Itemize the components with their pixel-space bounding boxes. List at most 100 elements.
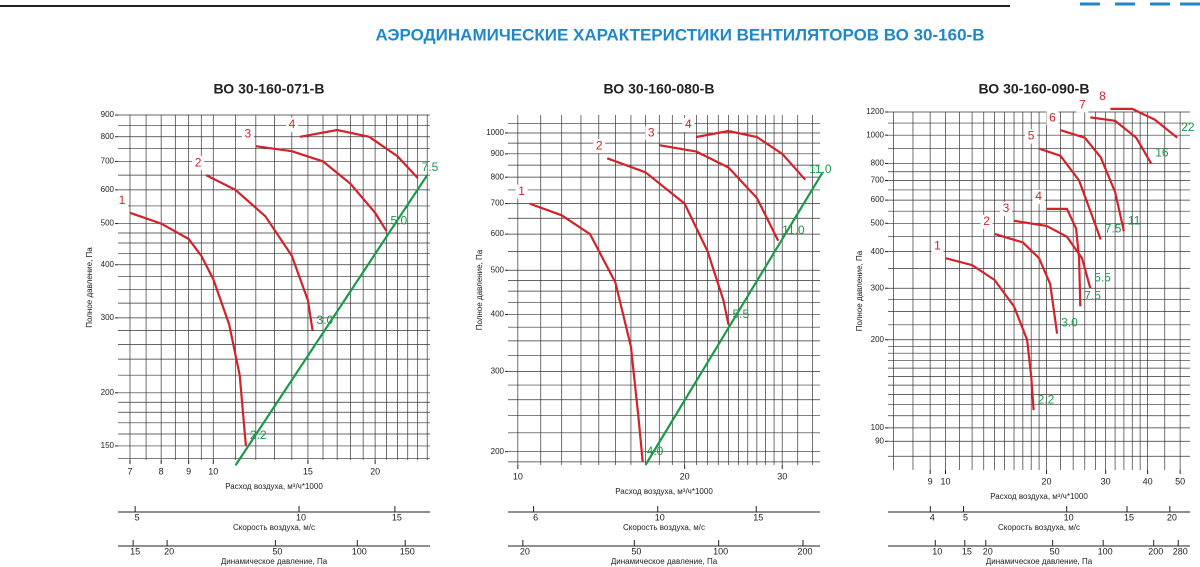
y-tick-label: 100 [871,423,885,432]
curve-label: 5 [1028,129,1035,143]
curve [606,157,730,325]
curve-label-box [1000,201,1013,216]
chart-title: ВО 30-160-071-В [214,81,325,97]
page-title: АЭРОДИНАМИЧЕСКИЕ ХАРАКТЕРИСТИКИ ВЕНТИЛЯТ… [376,25,985,44]
x-tick-label: 9 [928,476,933,486]
y-tick-label: 800 [491,172,505,181]
sub-axis-tick-label: 5 [963,512,968,522]
curve-label: 2 [596,138,603,152]
sub-axis-label: Скорость воздуха, м/с [998,523,1080,532]
curve-label-box [115,193,128,208]
sub-axis-tick-label: 15 [130,546,140,556]
curve-label-box [1046,111,1059,126]
y-tick-label: 400 [871,247,885,256]
curve-label-box [1096,89,1109,104]
sub-axis-label: Скорость воздуха, м/с [233,523,315,532]
power-label: 22 [1181,120,1195,134]
sub-axis-tick-label: 5 [135,512,140,522]
curve [205,174,314,331]
curve-label-box [682,117,695,132]
curve [644,171,824,466]
x-tick-label: 20 [370,466,380,476]
y-tick-label: 500 [871,218,885,227]
curve [255,145,388,232]
y-tick-label: 150 [101,441,115,450]
sub-axis-tick-label: 10 [296,512,306,522]
curve-label: 4 [685,117,692,131]
sub-axis-label: Динамическое давление, Па [611,557,718,566]
y-tick-label: 200 [491,447,505,456]
y-tick-label: 800 [101,132,115,141]
sub-axis-tick-label: 15 [1124,512,1134,522]
sub-axis-tick-label: 200 [1148,546,1163,556]
x-tick-label: 10 [513,471,523,481]
y-tick-label: 300 [101,313,115,322]
y-tick-label: 600 [101,185,115,194]
y-tick-label: 90 [875,436,884,445]
y-tick-label: 700 [101,157,115,166]
chart-title: ВО 30-160-090-В [979,81,1090,97]
curve-label: 1 [518,184,525,198]
curve [1110,107,1178,139]
curve-label: 2 [195,155,202,169]
curve-label: 4 [1035,189,1042,203]
curve-label: 4 [289,117,296,131]
curve-label-box [241,127,254,142]
sub-axis-tick-label: 150 [400,546,415,556]
power-label: 7.5 [1105,222,1122,236]
curve-label-box [515,184,528,199]
curve [1013,219,1092,289]
curve-label: 2 [983,214,990,228]
y-tick-label: 500 [101,219,115,228]
sub-axis-tick-label: 4 [930,512,935,522]
x-tick-label: 7 [127,466,132,476]
chart-title: ВО 30-160-080-В [604,81,715,97]
power-label: 7.5 [1084,289,1101,303]
x-tick-label: 8 [159,466,164,476]
sub-axis-tick-label: 15 [392,512,402,522]
y-tick-label: 800 [871,159,885,168]
curve [1046,207,1082,307]
curve-label: 1 [934,238,941,252]
x-tick-label: 15 [303,466,313,476]
y-tick-label: 900 [101,110,115,119]
sub-axis-tick-label: 100 [713,546,728,556]
x-tick-label: 10 [208,466,218,476]
power-label: 2.2 [1038,392,1055,406]
x-tick-label: 30 [1101,476,1111,486]
power-label: 7.5 [422,160,439,174]
sub-axis-tick-label: 50 [272,546,282,556]
curve [234,174,429,467]
curve-label-box [1025,129,1038,144]
y-tick-label: 700 [871,176,885,185]
curve-label-box [645,126,658,141]
curve-label: 3 [648,125,655,139]
curve-label: 7 [1079,98,1086,112]
curve-label: 6 [1049,110,1056,124]
y-tick-label: 200 [101,388,115,397]
sub-axis-tick-label: 100 [1098,546,1113,556]
curve [659,144,780,242]
curve [945,257,1035,411]
y-tick-label: 1000 [866,130,884,139]
sub-axis-label: Скорость воздуха, м/с [623,523,705,532]
sub-axis-tick-label: 10 [655,512,665,522]
sub-axis-tick-label: 200 [797,546,812,556]
sub-axis-tick-label: 10 [932,546,942,556]
sub-axis-tick-label: 15 [962,546,972,556]
y-tick-label: 300 [871,283,885,292]
y-axis-label: Полное давление, Па [475,249,484,330]
sub-axis-tick-label: 20 [1167,512,1177,522]
y-tick-label: 600 [491,229,505,238]
power-label: 5.5 [1094,270,1111,284]
sub-axis-tick-label: 20 [983,546,993,556]
x-tick-label: 40 [1143,476,1153,486]
power-label: 5.5 [733,307,750,321]
curve-label-box [980,214,993,229]
curve-label: 3 [244,126,251,140]
curve-label: 3 [1003,201,1010,215]
curve-label-box [1032,189,1045,204]
sub-axis-tick-label: 50 [631,546,641,556]
